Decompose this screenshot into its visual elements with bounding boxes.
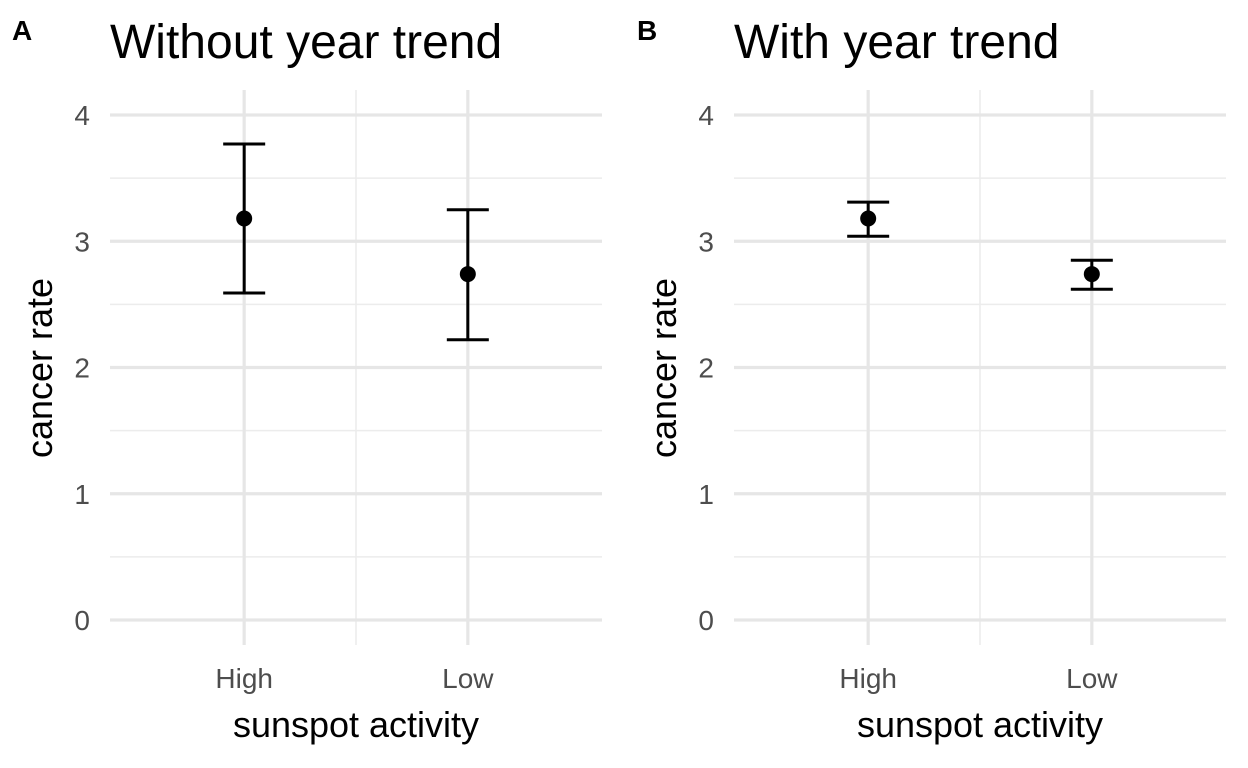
panel-a-y-axis-title: cancer rate [19, 278, 60, 458]
panel-b-x-axis-title: sunspot activity [857, 704, 1103, 745]
panel-b-y-axis-title: cancer rate [643, 278, 684, 458]
panel-b-x-tick-label-high: High [839, 663, 897, 694]
panel-b-y-tick-label: 4 [698, 100, 714, 131]
panel-b-point-high [860, 210, 877, 227]
panel-a-title: Without year trend [110, 16, 502, 69]
panel-a-plot-area: 0 1 2 3 4 High Low [74, 90, 602, 694]
panel-a-point-high [236, 210, 253, 227]
panel-a-y-tick-label: 3 [74, 226, 90, 257]
panel-b-y-tick-label: 0 [698, 605, 714, 636]
panel-a-letter: A [12, 15, 32, 46]
panel-b-x-tick-label-low: Low [1066, 663, 1118, 694]
panel-b-title: With year trend [734, 16, 1059, 69]
panel-b-y-tick-label: 2 [698, 353, 714, 384]
panel-a-x-tick-label-low: Low [442, 663, 494, 694]
panel-a-y-tick-label: 1 [74, 479, 90, 510]
panel-a-y-tick-label: 4 [74, 100, 90, 131]
panel-a-y-tick-label: 0 [74, 605, 90, 636]
panel-b-plot-area: 0 1 2 3 4 High Low [698, 90, 1226, 694]
panel-b-y-tick-label: 1 [698, 479, 714, 510]
panel-b-point-low [1083, 266, 1100, 283]
panel-b-y-tick-label: 3 [698, 226, 714, 257]
panel-a-x-axis-title: sunspot activity [233, 704, 479, 745]
panel-a-y-tick-label: 2 [74, 353, 90, 384]
panel-b-letter: B [637, 15, 657, 46]
panel-a: A Without year trend 0 1 2 3 4 High Low sunspo… [12, 15, 602, 745]
panel-a-x-tick-label-high: High [215, 663, 273, 694]
panel-b: B With year trend 0 1 2 3 4 High Low sunspot a… [637, 15, 1226, 745]
panel-a-point-low [459, 266, 476, 283]
